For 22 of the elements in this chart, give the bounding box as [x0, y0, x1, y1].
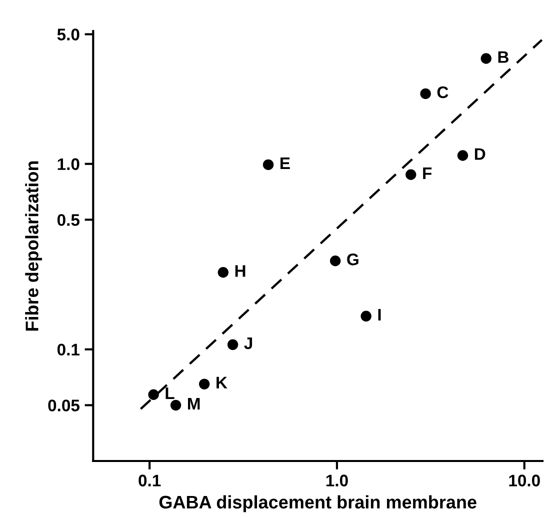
annotation: I — [378, 309, 381, 320]
annotation: L — [166, 387, 174, 399]
annotation: M — [188, 398, 200, 410]
x-tick-label: 0.1 — [138, 474, 161, 486]
y-axis-title: Fibre depolarization — [25, 161, 42, 331]
annotation: B — [498, 51, 508, 63]
y-tick-label: 0.05 — [48, 400, 80, 412]
y-tick-label: 0.1 — [57, 344, 80, 356]
x-axis-title: GABA displacement brain membrane — [159, 495, 476, 512]
annotation: E — [280, 158, 290, 169]
x-tick-label: 10.0 — [509, 474, 540, 486]
annotation: H — [235, 265, 246, 277]
y-tick-label: 1.0 — [58, 158, 80, 170]
annotation: K — [216, 376, 228, 388]
annotation: F — [423, 167, 432, 179]
x-tick-label: 1.0 — [326, 474, 348, 486]
annotation: G — [347, 254, 358, 266]
y-tick-label: 0.5 — [57, 214, 80, 226]
y-tick-label: 5.0 — [57, 28, 80, 40]
annotation: J — [244, 338, 252, 350]
annotation: D — [474, 148, 486, 160]
annotation: C — [437, 86, 448, 98]
